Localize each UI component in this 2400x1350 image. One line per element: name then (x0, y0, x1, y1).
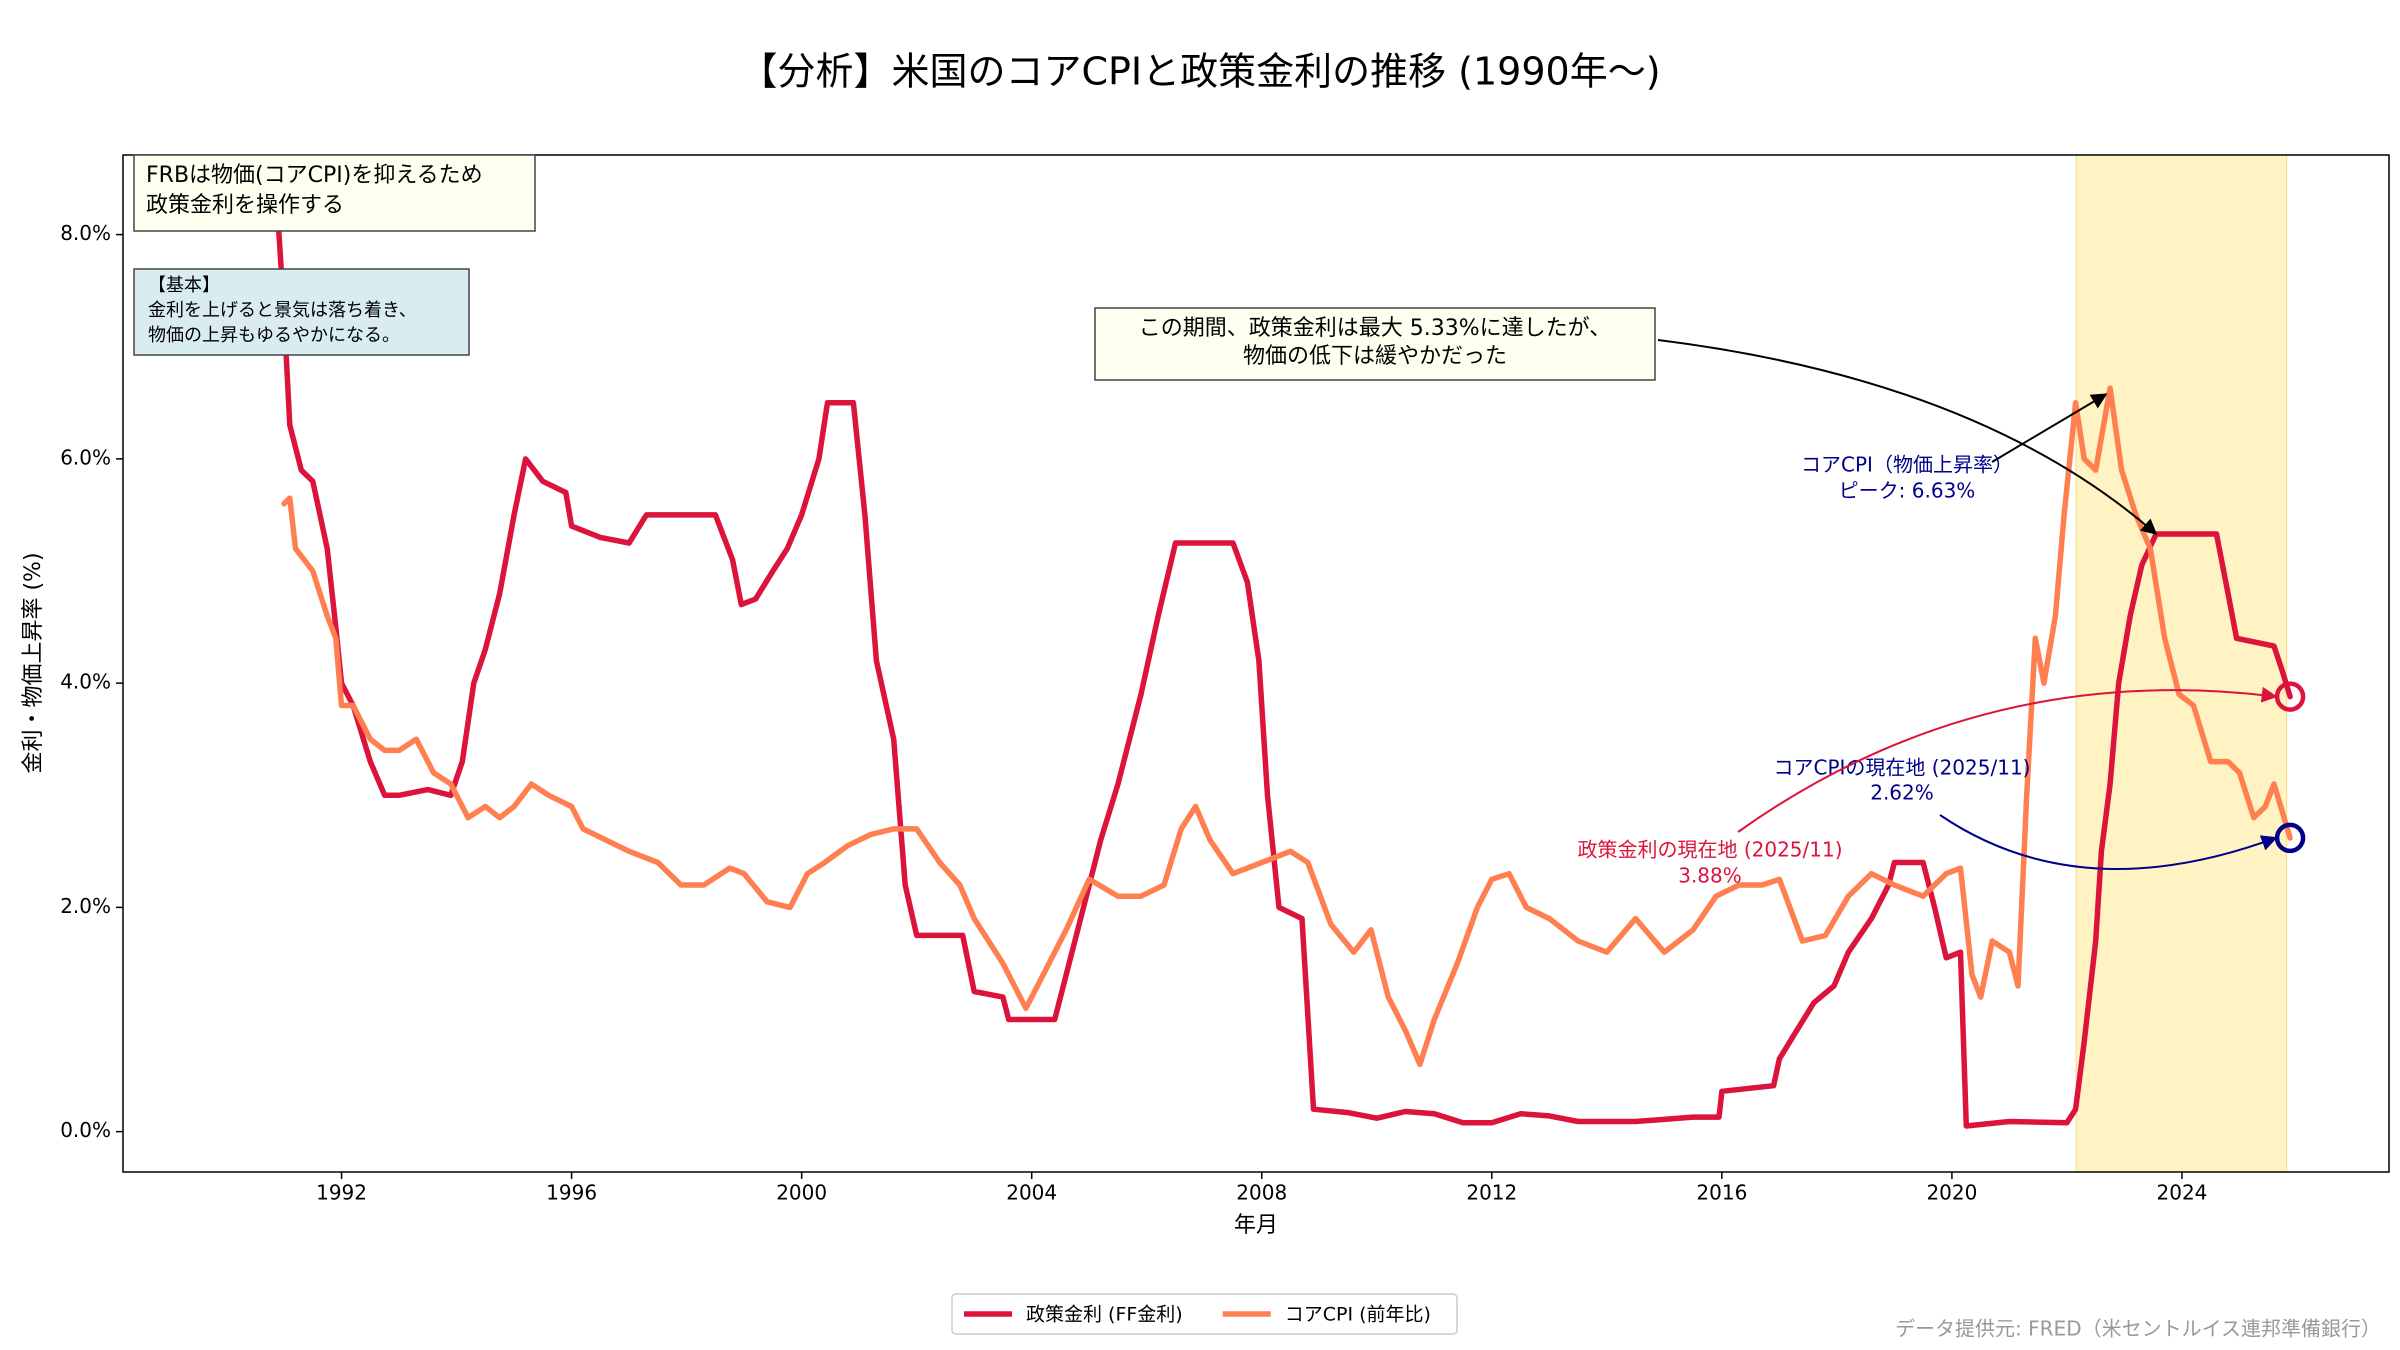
y-tick-label: 4.0% (60, 670, 111, 694)
x-tick-label: 1992 (316, 1181, 367, 1205)
annotation-text: コアCPI（物価上昇率） (1801, 453, 2013, 477)
y-tick-label: 0.0% (60, 1118, 111, 1142)
legend: 政策金利 (FF金利) コアCPI (前年比) (951, 1293, 1458, 1335)
annotation-text: 2.62% (1870, 781, 1934, 805)
legend-label: 政策金利 (FF金利) (1026, 1304, 1183, 1326)
annotation-text: 政策金利の現在地 (2025/11) (1577, 838, 1842, 862)
x-tick-label: 2024 (2157, 1181, 2208, 1205)
annotation-text: 物価の上昇もゆるやかになる。 (148, 325, 400, 346)
source-note: データ提供元: FRED（米セントルイス連邦準備銀行） (1895, 1317, 2381, 1341)
x-tick-label: 2012 (1466, 1181, 1517, 1205)
legend-box (951, 1293, 1458, 1335)
annotation-text: FRBは物価(コアCPI)を抑えるため (146, 163, 483, 188)
y-tick-label: 6.0% (60, 445, 111, 469)
annotation-box (133, 154, 536, 232)
series-line (223, 203, 2293, 1129)
x-tick-label: 2016 (1696, 1181, 1747, 1205)
annotation-text: 【基本】 (148, 275, 220, 296)
annotation-text: 物価の低下は緩やかだった (1243, 344, 1507, 369)
annotation-arrow (1991, 393, 2108, 463)
y-tick-label: 8.0% (60, 221, 111, 245)
y-axis-label: 金利・物価上昇率 (%) (21, 552, 46, 773)
x-tick-label: 1996 (546, 1181, 597, 1205)
annotation-arrow (1939, 814, 2278, 870)
highlight-span (2075, 154, 2288, 1173)
series-line (281, 385, 2293, 1068)
chart-title: 【分析】米国のコアCPIと政策金利の推移 (1990年〜) (739, 50, 1660, 94)
x-tick-label: 2004 (1006, 1181, 1057, 1205)
x-tick-label: 2000 (776, 1181, 827, 1205)
x-axis-label: 年月 (1234, 1213, 1278, 1238)
annotation-box (1094, 307, 1656, 381)
x-tick-label: 2008 (1236, 1181, 1287, 1205)
annotation-text: コアCPIの現在地 (2025/11) (1774, 756, 2031, 780)
annotation-text: 金利を上げると景気は落ち着き、 (148, 300, 417, 321)
annotation-text: この期間、政策金利は最大 5.33%に達したが、 (1139, 316, 1611, 341)
annotation-text: 政策金利を操作する (146, 193, 344, 218)
annotation-arrow (1657, 339, 2158, 536)
annotation-text: 3.88% (1678, 864, 1742, 888)
legend-label: コアCPI (前年比) (1285, 1304, 1431, 1326)
x-tick-label: 2020 (1926, 1181, 1977, 1205)
annotation-arrow (1737, 686, 2278, 833)
y-tick-label: 2.0% (60, 894, 111, 918)
annotation-box (133, 268, 470, 356)
annotation-text: ピーク: 6.63% (1839, 479, 1976, 503)
plot-frame (122, 154, 2390, 1173)
